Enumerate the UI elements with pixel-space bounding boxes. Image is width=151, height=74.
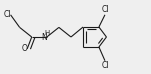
Text: N: N [41,32,47,42]
Text: O: O [22,44,28,53]
Text: H: H [44,30,49,36]
Text: Cl: Cl [101,61,109,70]
Text: Cl: Cl [4,10,11,19]
Text: Cl: Cl [101,5,109,14]
